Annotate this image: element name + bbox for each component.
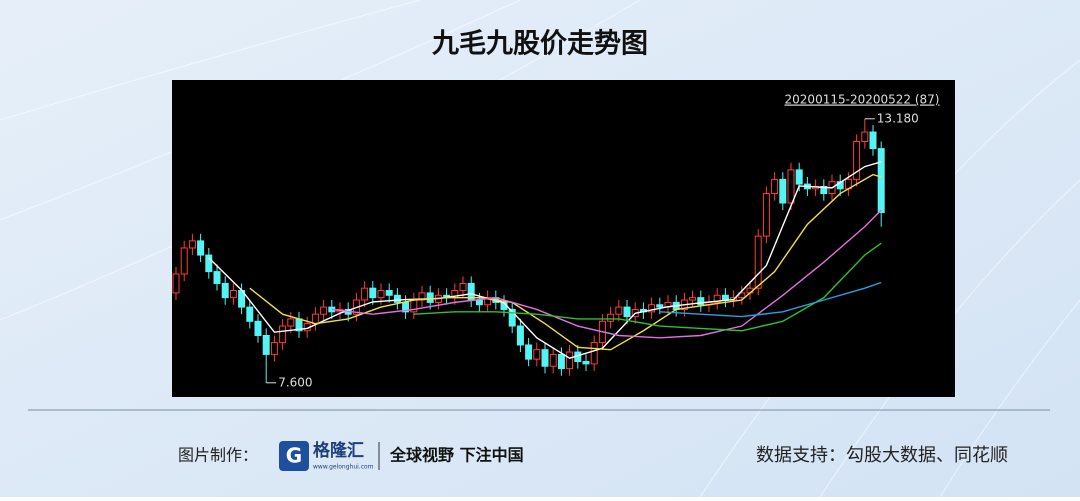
candle-body bbox=[795, 169, 803, 185]
candle-body bbox=[377, 290, 385, 299]
candle-body bbox=[459, 282, 467, 292]
candle-body bbox=[787, 169, 795, 204]
moving-average-line bbox=[208, 161, 882, 359]
logo-letter: G bbox=[286, 444, 302, 468]
candle-body bbox=[853, 141, 861, 180]
candle-body bbox=[541, 349, 549, 367]
candle-body bbox=[607, 313, 615, 322]
candle-body bbox=[582, 361, 590, 365]
candle-body bbox=[877, 148, 885, 213]
source: 数据支持：勾股大数据、同花顺 bbox=[756, 445, 1008, 466]
candle-body bbox=[205, 254, 213, 273]
candle-body bbox=[557, 353, 565, 370]
candle-body bbox=[656, 304, 664, 308]
candle-body bbox=[762, 193, 770, 237]
candle-body bbox=[197, 240, 205, 256]
plot-area bbox=[172, 80, 955, 397]
candle-body bbox=[590, 342, 598, 365]
candle-body bbox=[180, 247, 188, 275]
candle-body bbox=[221, 282, 229, 299]
slogan: 全球视野 下注中国 bbox=[389, 446, 524, 465]
candle-body bbox=[385, 290, 393, 296]
candle-body bbox=[320, 306, 328, 315]
candle-body bbox=[172, 273, 180, 294]
candle-body bbox=[426, 292, 434, 303]
candle-body bbox=[738, 292, 746, 299]
candle-body bbox=[262, 334, 270, 355]
candle-body bbox=[861, 131, 869, 143]
logo-url: www.gelonghui.com bbox=[313, 464, 374, 471]
annotation-label: 13.180 bbox=[877, 111, 919, 125]
range-label: 20200115-20200522 (87) bbox=[785, 93, 940, 107]
candle-body bbox=[771, 178, 779, 195]
candle-body bbox=[779, 178, 787, 204]
candle-body bbox=[229, 290, 237, 299]
moving-average-line bbox=[659, 281, 882, 318]
annotation-label: 7.600 bbox=[278, 375, 312, 389]
candle-body bbox=[311, 313, 319, 325]
maker-label: 图片制作： bbox=[178, 446, 258, 465]
logo-text: 格隆汇 bbox=[313, 440, 364, 461]
candle-body bbox=[369, 287, 377, 299]
candle-body bbox=[279, 325, 287, 344]
candle-body bbox=[549, 353, 557, 367]
candle-body bbox=[508, 308, 516, 327]
candle-body bbox=[361, 287, 369, 301]
candle-body bbox=[615, 306, 623, 315]
candle-body bbox=[566, 351, 574, 370]
moving-average-line bbox=[331, 209, 882, 339]
moving-average-line bbox=[413, 242, 882, 332]
candle-body bbox=[287, 318, 295, 327]
candle-body bbox=[754, 235, 762, 289]
candle-body bbox=[213, 271, 221, 284]
candle-body bbox=[721, 294, 729, 301]
candle-body bbox=[533, 349, 541, 360]
candle-body bbox=[393, 294, 401, 303]
candle-body bbox=[254, 320, 262, 336]
candle-body bbox=[246, 306, 254, 322]
moving-average-line bbox=[249, 173, 882, 351]
candle-body bbox=[270, 342, 278, 355]
logo-icon bbox=[279, 441, 309, 471]
candle-body bbox=[525, 344, 533, 360]
candle-body bbox=[820, 185, 828, 195]
chart-title: 九毛九股价走势图 bbox=[432, 29, 648, 60]
candle-body bbox=[648, 304, 656, 313]
candle-body bbox=[713, 294, 721, 303]
candle-body bbox=[697, 297, 705, 306]
candle-body bbox=[516, 325, 524, 346]
candle-body bbox=[475, 299, 483, 306]
candle-body bbox=[869, 131, 877, 150]
plot: 13.180 7.600 bbox=[172, 111, 919, 389]
candle-body bbox=[188, 240, 196, 249]
candle-body bbox=[689, 297, 697, 301]
candle-body bbox=[623, 306, 631, 318]
